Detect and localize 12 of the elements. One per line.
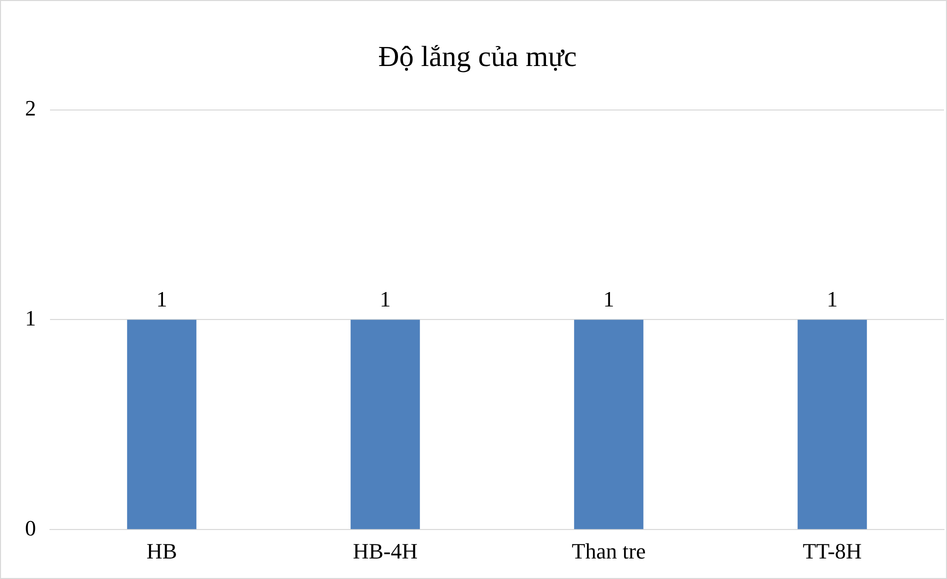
data-label: 1 bbox=[603, 286, 614, 312]
y-tick-label: 1 bbox=[25, 305, 36, 330]
x-tick-label: Than tre bbox=[572, 538, 646, 564]
x-tick-label: HB bbox=[146, 538, 178, 564]
y-tick-label: 2 bbox=[25, 96, 36, 121]
chart-title: Độ lắng của mực bbox=[378, 41, 577, 74]
data-label: 1 bbox=[156, 286, 168, 312]
y-tick-label: 0 bbox=[25, 515, 36, 540]
x-tick-label: HB-4H bbox=[352, 538, 418, 564]
data-label: 1 bbox=[380, 286, 391, 312]
data-label: 1 bbox=[826, 286, 838, 312]
x-tick-label: TT-8H bbox=[802, 538, 862, 564]
